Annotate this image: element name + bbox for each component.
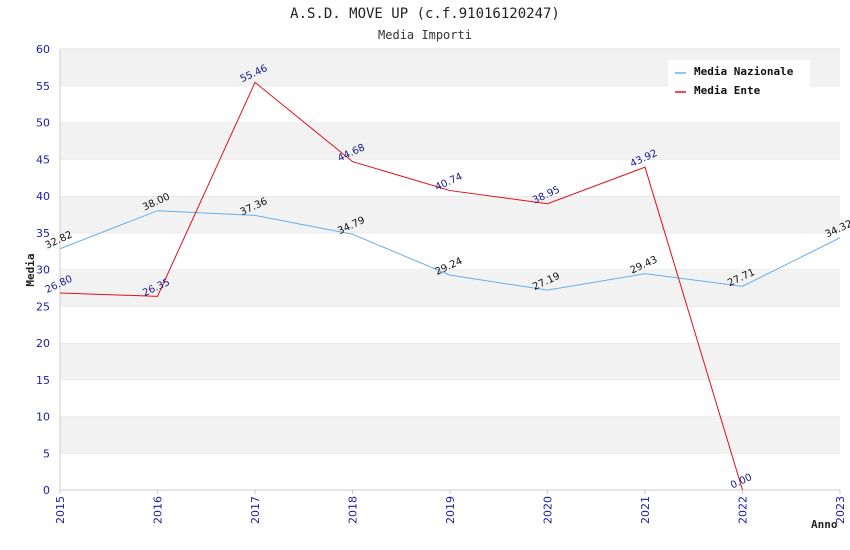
x-tick-label: 2017 [249,496,262,524]
grid-band [60,159,840,196]
x-tick-label: 2020 [542,496,555,524]
grid-band [60,196,840,233]
y-tick-label: 20 [36,337,50,350]
legend-label-media-nazionale: Media Nazionale [694,65,794,78]
x-tick-label: 2015 [54,496,67,524]
y-tick-label: 0 [43,484,50,497]
grid-band [60,269,840,307]
chart-title: A.S.D. MOVE UP (c.f.91016120247) [290,6,560,22]
grid-band [60,343,840,380]
legend-box [668,60,810,104]
y-tick-label: 45 [36,153,50,166]
x-tick-label: 2019 [444,496,457,524]
x-axis-ticks: 2015 2016 2017 2018 2019 2020 2021 2022 2023 [54,490,847,524]
x-tick-label: 2018 [347,496,360,524]
x-axis-label: Anno [811,518,838,531]
y-tick-label: 60 [36,43,50,56]
y-tick-label: 35 [36,227,50,240]
y-tick-label: 55 [36,80,50,93]
y-tick-label: 30 [36,264,50,277]
y-axis-label: Media [24,253,37,286]
y-axis-ticks: 0 5 10 15 20 25 30 35 40 45 50 55 60 [36,43,50,497]
y-tick-label: 5 [43,447,50,460]
legend: Media Nazionale Media Ente [668,60,810,104]
grid-band [60,122,840,160]
series-line-media-nazionale [59,210,841,291]
grid-band [60,416,840,454]
grid-band [60,453,840,490]
legend-label-media-ente: Media Ente [694,84,761,97]
x-tick-label: 2023 [834,496,847,524]
y-tick-label: 15 [36,374,50,387]
grid-band [60,306,840,343]
series-lines [59,81,841,491]
grid-band [60,379,840,417]
y-tick-label: 10 [36,411,50,424]
series-line-media-ente [59,81,743,491]
grid-band [60,232,840,270]
chart-subtitle: Media Importi [378,28,472,42]
x-tick-label: 2016 [152,496,165,524]
y-tick-label: 25 [36,300,50,313]
y-tick-label: 40 [36,190,50,203]
x-tick-label: 2022 [737,496,750,524]
y-tick-label: 50 [36,117,50,130]
x-tick-label: 2021 [639,496,652,524]
